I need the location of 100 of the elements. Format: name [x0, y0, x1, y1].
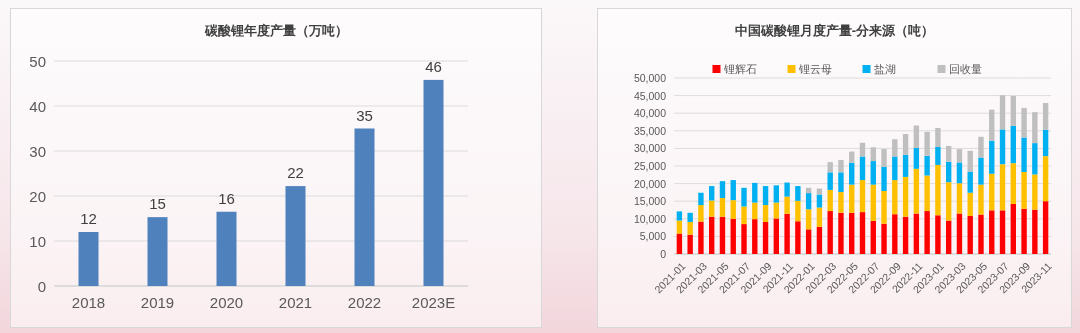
chart-title: 碳酸锂年度产量（万吨）	[203, 23, 348, 38]
bar	[719, 181, 726, 199]
bar	[967, 171, 973, 193]
y-tick-label: 10	[29, 232, 46, 250]
legend-label: 锂云母	[797, 63, 832, 75]
data-label: 16	[218, 189, 235, 207]
bar	[935, 164, 941, 216]
y-tick-label: 15,000	[633, 195, 667, 208]
x-tick-label: 2020	[209, 294, 244, 311]
bar	[870, 161, 876, 185]
bar	[827, 189, 833, 212]
data-label: 15	[149, 195, 166, 213]
bar	[687, 234, 693, 254]
bar	[838, 172, 844, 193]
bar	[881, 166, 887, 191]
bar	[1010, 163, 1016, 205]
bar	[913, 213, 920, 254]
bar	[795, 221, 801, 254]
bar	[78, 232, 99, 286]
y-tick-label: 10,000	[633, 212, 667, 225]
bar	[838, 212, 844, 254]
y-tick-label: 30	[29, 142, 46, 160]
y-tick-label: 0	[660, 248, 667, 260]
bar	[999, 210, 1006, 254]
bar	[881, 190, 887, 224]
bar	[805, 209, 812, 230]
bar	[956, 183, 963, 214]
bar	[956, 162, 963, 184]
y-tick-label: 20	[29, 187, 46, 205]
bar	[1042, 201, 1049, 254]
bar	[805, 229, 812, 254]
bar	[956, 213, 963, 254]
x-tick-label: 2023E	[411, 294, 456, 311]
bar	[816, 194, 823, 208]
bar	[902, 133, 909, 155]
bar	[676, 220, 683, 234]
bar	[752, 182, 758, 203]
bar	[999, 129, 1006, 165]
bar	[1021, 208, 1027, 254]
data-label: 35	[356, 106, 373, 124]
bar	[827, 172, 833, 190]
y-tick-label: 45,000	[633, 89, 667, 102]
bar	[1010, 95, 1016, 126]
bar	[795, 200, 801, 222]
x-tick-label: 2022	[347, 294, 382, 311]
bar	[849, 212, 855, 254]
bar	[924, 131, 930, 156]
bar	[849, 151, 855, 163]
bar	[1042, 129, 1049, 157]
bar	[709, 216, 715, 254]
x-tick-label: 2018	[71, 294, 106, 311]
bar	[956, 149, 963, 163]
bar	[719, 198, 726, 217]
bar	[1032, 209, 1038, 254]
bar	[816, 226, 823, 254]
x-tick-label: 2019	[140, 294, 175, 311]
legend-label: 盐湖	[873, 63, 896, 75]
y-tick-label: 40	[29, 97, 46, 115]
bar	[741, 224, 747, 254]
bar	[967, 215, 973, 254]
bar	[423, 79, 444, 286]
bar	[892, 180, 898, 215]
bar	[687, 221, 693, 235]
data-label: 46	[425, 57, 442, 75]
bar	[924, 175, 930, 212]
x-tick-label: 2021	[278, 294, 313, 311]
bar	[1042, 156, 1049, 202]
bar	[216, 211, 237, 286]
bar	[762, 186, 769, 206]
bar	[147, 217, 168, 286]
bar	[913, 148, 920, 169]
y-tick-label: 20,000	[633, 177, 667, 190]
bar	[741, 206, 747, 225]
bar	[816, 188, 823, 195]
bar	[827, 211, 833, 254]
bar	[913, 125, 920, 149]
bar	[773, 218, 780, 254]
bar	[892, 139, 898, 157]
bar	[849, 162, 855, 185]
bar	[870, 147, 876, 162]
bar	[676, 211, 683, 221]
y-tick-label: 40,000	[633, 107, 667, 120]
bar	[849, 184, 855, 213]
bar	[892, 156, 898, 181]
y-tick-label: 50,000	[633, 72, 667, 84]
bar	[719, 216, 726, 254]
bar	[795, 186, 801, 201]
bar	[1010, 125, 1016, 164]
bar	[859, 156, 866, 181]
bar	[978, 157, 984, 185]
bar	[913, 168, 920, 214]
legend-label: 锂辉石	[722, 63, 757, 75]
bar	[989, 140, 995, 174]
bar	[752, 219, 758, 254]
bar	[859, 212, 866, 254]
bar	[1021, 171, 1027, 209]
bar	[967, 192, 973, 216]
bar	[784, 213, 790, 254]
bar	[945, 161, 952, 183]
bar	[838, 160, 844, 173]
